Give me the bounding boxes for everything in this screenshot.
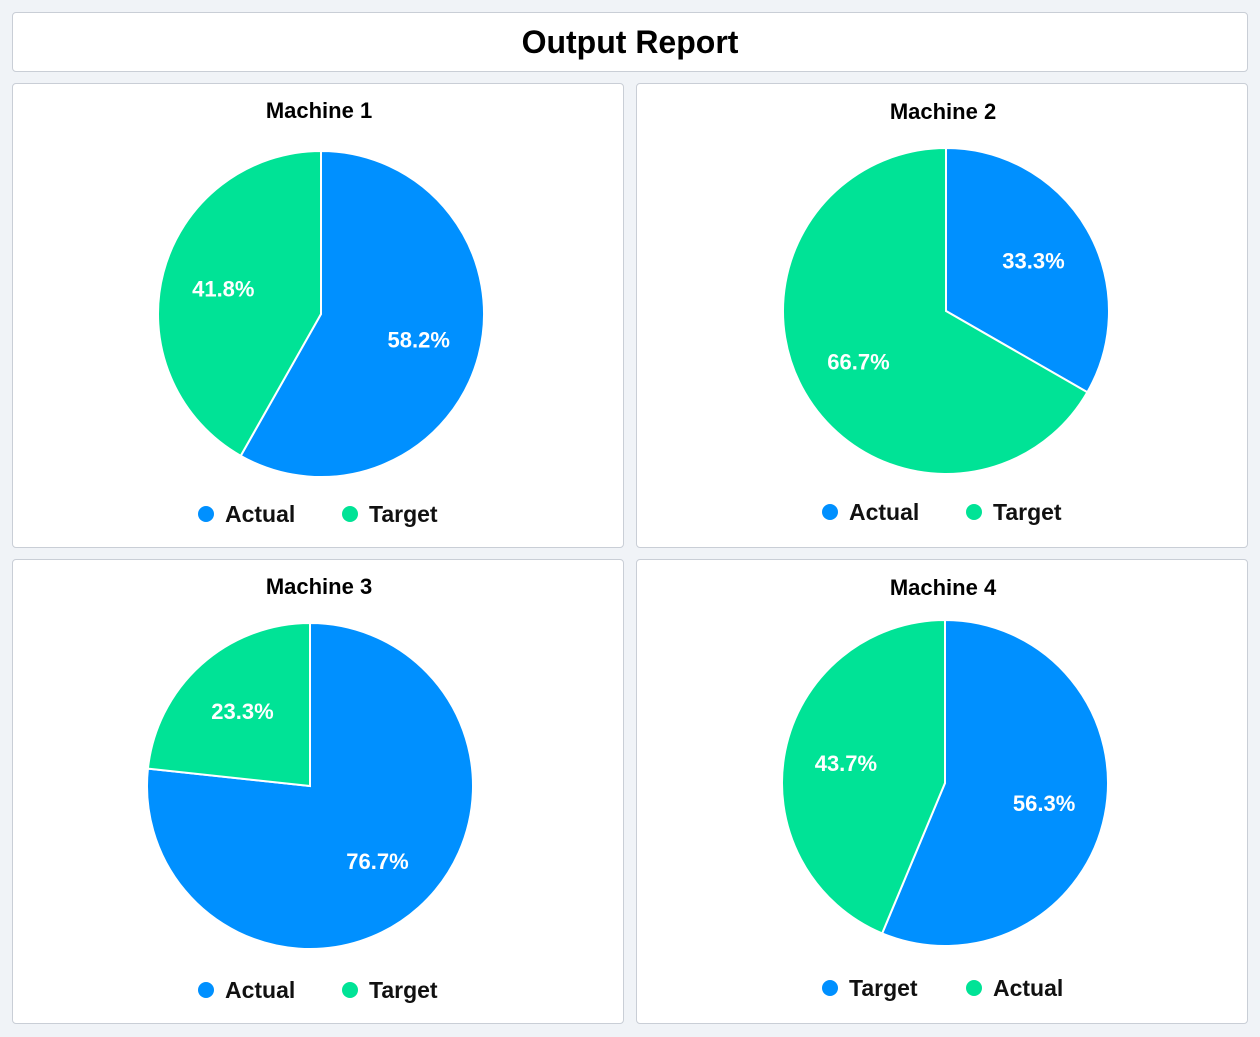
legend-label: Target [849, 975, 918, 1001]
pie-chart-2: Machine 2 33.3% 66.7% Actual Target [782, 99, 1110, 525]
chart-title: Machine 4 [890, 575, 997, 600]
machine-4-panel: Machine 4 56.3% 43.7% Target Actual [636, 559, 1248, 1024]
pie-slice-actual[interactable] [945, 146, 1110, 394]
pie-slice-target[interactable] [880, 618, 1109, 947]
legend-marker-icon [966, 980, 982, 996]
legend-marker-icon [342, 982, 358, 998]
pie-chart-1: Machine 1 58.2% 41.8% Actual Target [157, 98, 485, 527]
legend-label: Actual [849, 499, 919, 525]
pie-slice-actual[interactable] [239, 149, 485, 478]
legend-label: Target [369, 501, 438, 527]
legend-item-target[interactable]: Target [966, 499, 1062, 525]
legend-marker-icon [342, 506, 358, 522]
chart-title: Machine 1 [266, 98, 372, 123]
legend-marker-icon [822, 980, 838, 996]
legend-label: Target [993, 499, 1062, 525]
pie-slice-target[interactable] [782, 146, 1089, 475]
slice-percent-label: 41.8% [192, 276, 254, 301]
legend-marker-icon [966, 504, 982, 520]
report-title: Output Report [521, 23, 739, 60]
legend-label: Actual [225, 977, 295, 1003]
slice-percent-label: 58.2% [388, 328, 450, 353]
legend-marker-icon [198, 506, 214, 522]
chart-title: Machine 2 [890, 99, 996, 124]
pie-slice-actual[interactable] [781, 618, 946, 935]
pie-slice-target[interactable] [146, 621, 311, 788]
pie-chart-3: Machine 3 76.7% 23.3% Actual Target [146, 574, 474, 1003]
legend-label: Actual [225, 501, 295, 527]
slice-percent-label: 66.7% [827, 350, 889, 375]
chart-title: Machine 3 [266, 574, 372, 599]
machine-2-panel: Machine 2 33.3% 66.7% Actual Target [636, 83, 1248, 548]
report-header: Output Report [12, 12, 1248, 72]
legend-marker-icon [822, 504, 838, 520]
pie-chart-4: Machine 4 56.3% 43.7% Target Actual [781, 575, 1109, 1001]
pie-slice-target[interactable] [157, 149, 322, 458]
slice-percent-label: 23.3% [211, 699, 273, 724]
slice-percent-label: 76.7% [346, 849, 408, 874]
legend-label: Actual [993, 975, 1063, 1001]
legend-item-actual[interactable]: Actual [198, 977, 295, 1003]
legend-item-actual[interactable]: Actual [198, 501, 295, 527]
slice-percent-label: 56.3% [1013, 791, 1075, 816]
legend-item-target[interactable]: Target [342, 501, 438, 527]
legend-marker-icon [198, 982, 214, 998]
legend-item-actual[interactable]: Actual [822, 499, 919, 525]
machine-1-panel: Machine 1 58.2% 41.8% Actual Target [12, 83, 624, 548]
slice-percent-label: 43.7% [815, 751, 877, 776]
legend-item-target[interactable]: Target [342, 977, 438, 1003]
legend-label: Target [369, 977, 438, 1003]
slice-percent-label: 33.3% [1002, 248, 1064, 273]
machine-3-panel: Machine 3 76.7% 23.3% Actual Target [12, 559, 624, 1024]
legend-item-target[interactable]: Target [822, 975, 918, 1001]
legend-item-actual[interactable]: Actual [966, 975, 1063, 1001]
